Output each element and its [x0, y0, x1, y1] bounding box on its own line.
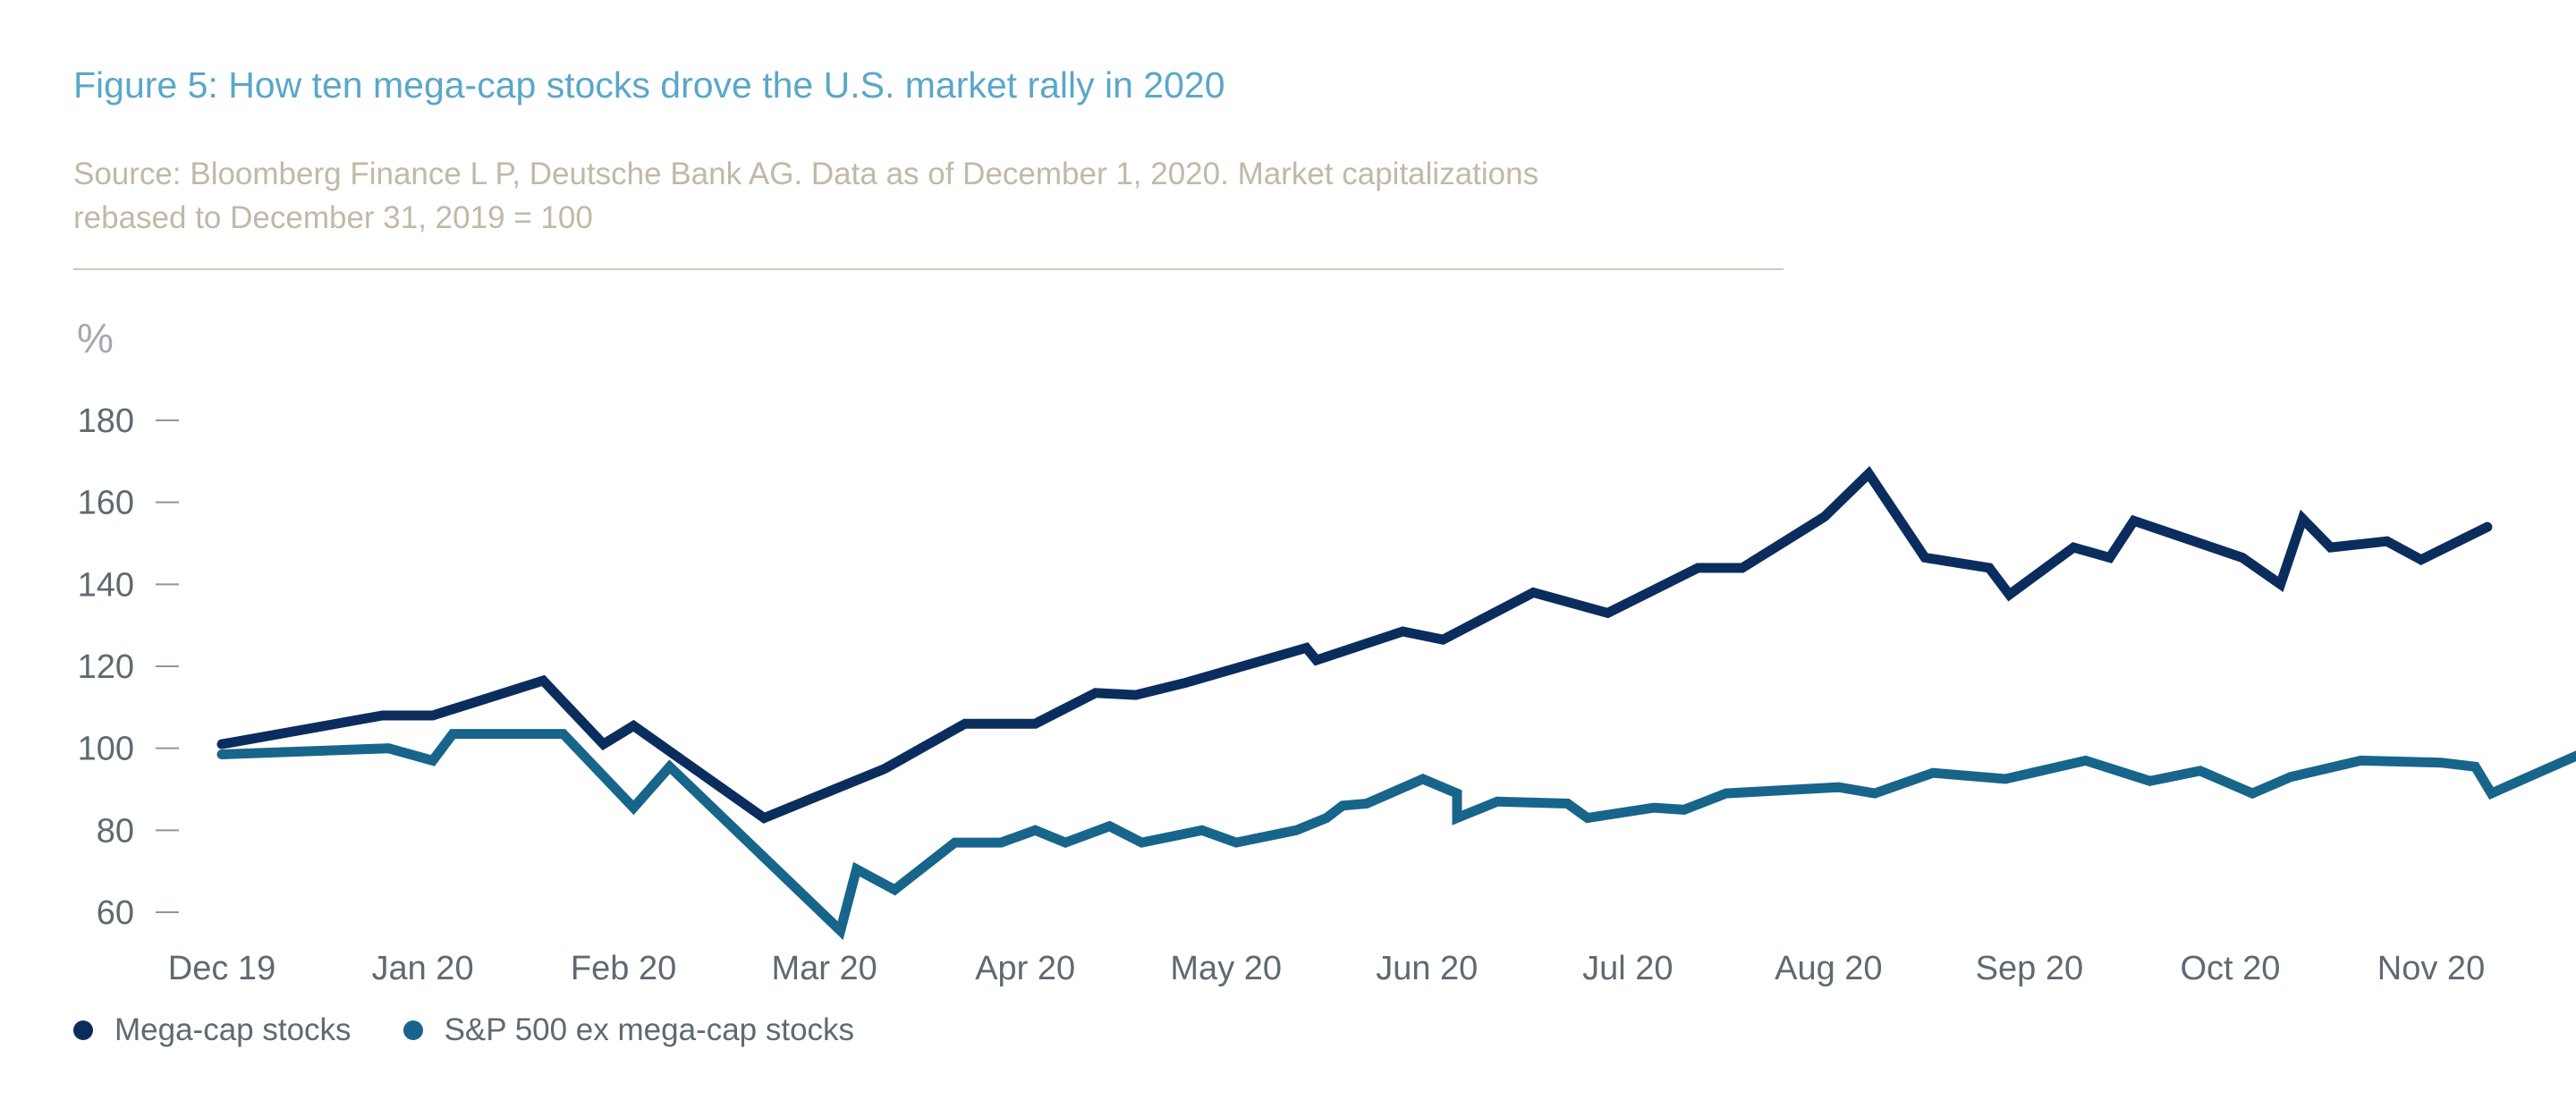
x-tick-label: Sep 20 — [1976, 950, 2083, 987]
legend-swatch-mega-cap — [73, 1020, 93, 1040]
y-tick-label: 100 — [78, 731, 134, 768]
source-line-2: rebased to December 31, 2019 = 100 — [73, 200, 593, 235]
x-tick-label: May 20 — [1170, 950, 1282, 987]
x-tick-label: Jul 20 — [1582, 950, 1673, 987]
y-axis-label: % — [77, 315, 114, 361]
series-line-mega-cap — [216, 466, 2493, 824]
legend-label-mega-cap: Mega-cap stocks — [114, 1012, 352, 1047]
legend-item-mega-cap[interactable]: Mega-cap stocks — [73, 1012, 352, 1048]
series-line-sp500-ex — [216, 729, 2576, 941]
y-tick-label: 160 — [78, 485, 134, 522]
source-line-1: Source: Bloomberg Finance L P, Deutsche … — [73, 157, 1539, 191]
legend-swatch-sp500-ex — [402, 1020, 423, 1040]
y-tick-label: 60 — [97, 894, 134, 932]
legend-item-sp500-ex[interactable]: S&P 500 ex mega-cap stocks — [402, 1012, 855, 1048]
x-tick-label: Aug 20 — [1775, 950, 1882, 987]
x-tick-label: Mar 20 — [771, 950, 877, 987]
legend-label-sp500-ex: S&P 500 ex mega-cap stocks — [444, 1012, 855, 1047]
chart-title: Figure 5: How ten mega-cap stocks drove … — [73, 64, 1225, 106]
x-tick-label: Jun 20 — [1376, 950, 1478, 987]
x-tick-label: Dec 19 — [168, 950, 275, 987]
x-tick-label: Jan 20 — [371, 950, 473, 987]
y-tick-label: 120 — [78, 648, 134, 686]
y-axis: 60 80 100 120 140 160 180 — [78, 402, 179, 932]
x-tick-label: Feb 20 — [571, 950, 676, 987]
x-tick-label: Nov 20 — [2377, 950, 2485, 987]
x-axis: Dec 19 Jan 20 Feb 20 Mar 20 Apr 20 May 20 Jun … — [168, 950, 2485, 987]
y-tick-label: 140 — [78, 566, 134, 604]
y-tick-label: 180 — [78, 402, 134, 440]
y-tick-label: 80 — [97, 812, 134, 850]
legend: Mega-cap stocks S&P 500 ex mega-cap stoc… — [73, 1012, 906, 1048]
chart-source: Source: Bloomberg Finance L P, Deutsche … — [73, 152, 1538, 240]
x-tick-label: Apr 20 — [975, 950, 1075, 987]
x-tick-label: Oct 20 — [2180, 950, 2280, 987]
series-layer — [216, 466, 2576, 941]
header-divider — [73, 268, 1784, 270]
